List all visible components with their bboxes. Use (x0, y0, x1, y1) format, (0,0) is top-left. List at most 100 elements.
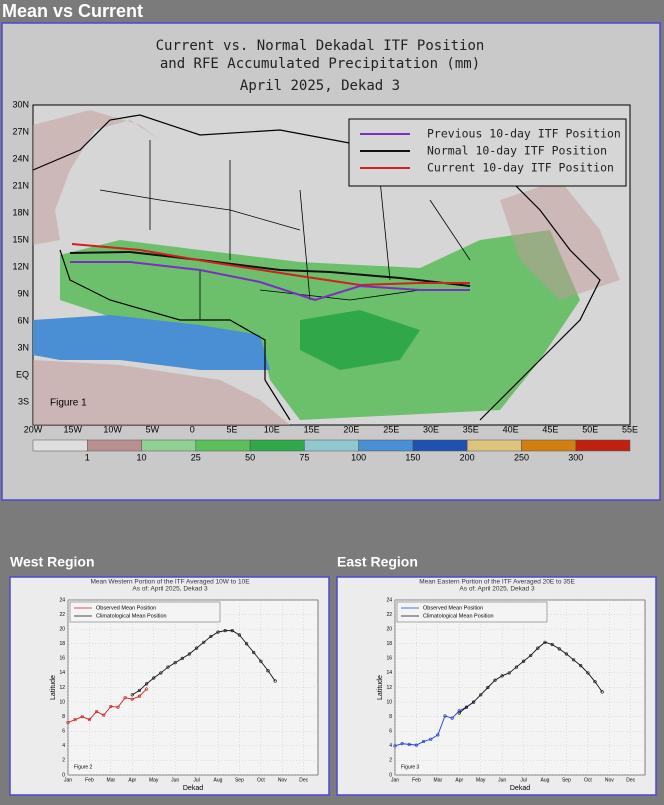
colorbar-swatch (575, 439, 631, 452)
chart-title: Mean Western Portion of the ITF Averaged… (90, 579, 250, 586)
colorbar-label: 10 (137, 452, 147, 462)
point (471, 700, 476, 704)
lat-label: EQ (16, 369, 29, 379)
y-tick-label: 18 (386, 641, 392, 647)
x-tick-label: Jan (64, 777, 72, 783)
lon-label: 25E (383, 424, 399, 434)
point (252, 650, 256, 655)
legend-label: Current 10-day ITF Position (427, 161, 614, 175)
lat-label: 27N (12, 126, 29, 136)
x-tick-label: Mar (434, 777, 443, 783)
point (543, 640, 547, 644)
region-heading: West Region (10, 554, 95, 570)
point (187, 652, 192, 656)
point (486, 685, 490, 690)
y-tick-label: 20 (59, 626, 65, 632)
point (137, 694, 142, 698)
point (429, 737, 433, 741)
x-tick-label: Oct (257, 777, 265, 783)
colorbar-swatch (32, 439, 88, 452)
point (450, 716, 454, 720)
chart-title: Mean Eastern Portion of the ITF Averaged… (419, 579, 575, 586)
colorbar-label: 200 (460, 452, 475, 462)
colorbar-swatch (521, 439, 576, 452)
point (66, 720, 70, 725)
region-heading: East Region (337, 554, 418, 570)
legend-label: Normal 10-day ITF Position (427, 144, 607, 158)
lon-label: 20W (24, 424, 43, 434)
map: Figure 1 (32, 104, 631, 426)
lon-label: 30E (423, 424, 439, 434)
y-tick-label: 8 (389, 714, 392, 720)
y-tick-label: 12 (386, 685, 392, 691)
chart-title: As of: April 2025, Dekad 3 (132, 586, 208, 593)
legend-label: Observed Mean Position (96, 605, 156, 611)
lat-label: 30N (12, 99, 29, 109)
y-tick-label: 18 (59, 641, 65, 647)
point (493, 678, 497, 682)
point (571, 658, 576, 662)
legend-label: Climatological Mean Position (423, 613, 494, 619)
point (273, 679, 277, 683)
y-tick-label: 24 (59, 597, 65, 603)
lon-label: 35E (463, 424, 479, 434)
y-tick-label: 0 (389, 772, 392, 778)
colorbar-swatch (249, 439, 305, 452)
point (514, 665, 519, 669)
x-tick-label: Apr (455, 777, 463, 783)
chart-legend (69, 601, 221, 623)
y-tick-label: 10 (59, 699, 65, 705)
point (400, 742, 404, 746)
itf-line (71, 243, 470, 287)
x-tick-label: Sep (235, 777, 244, 783)
legend-label: Climatological Mean Position (96, 613, 167, 619)
point (130, 697, 134, 701)
colorbar-swatch (141, 439, 197, 452)
lon-label: 40E (503, 424, 519, 434)
x-tick-label: Jul (193, 777, 199, 783)
point (593, 680, 597, 684)
x-tick-label: Apr (128, 777, 136, 783)
rain-area (300, 310, 420, 370)
point (80, 715, 84, 719)
y-tick-label: 16 (386, 656, 392, 662)
point (152, 676, 156, 680)
point (550, 642, 554, 647)
point (73, 717, 77, 722)
colorbar-swatch (466, 439, 522, 452)
point (223, 629, 227, 633)
y-tick-label: 6 (389, 729, 392, 735)
point (393, 744, 397, 748)
point (557, 647, 561, 651)
x-tick-label: Mar (107, 777, 116, 783)
point (436, 733, 440, 737)
point (536, 646, 540, 650)
y-tick-label: 20 (386, 626, 392, 632)
lon-label: 5E (226, 424, 237, 434)
point (144, 682, 149, 686)
point (87, 717, 92, 722)
colorbar-label: 75 (299, 452, 309, 462)
lat-label: 3S (18, 396, 29, 406)
legend-label: Previous 10-day ITF Position (427, 127, 621, 141)
x-tick-label: Aug (214, 777, 223, 783)
y-axis-label: Latitude (50, 675, 57, 700)
lon-label: 20E (343, 424, 359, 434)
plot-area (67, 599, 319, 776)
point (94, 709, 99, 714)
map-title: April 2025, Dekad 3 (240, 78, 400, 94)
map-title: Current vs. Normal Dekadal ITF Position (156, 38, 485, 54)
x-tick-label: Dec (626, 777, 635, 783)
rain-area (33, 360, 290, 425)
lat-label: 3N (17, 342, 29, 352)
colorbar-label: 100 (351, 452, 366, 462)
colorbar-swatch (358, 439, 414, 452)
x-tick-label: Dec (299, 777, 308, 783)
y-tick-label: 12 (59, 685, 65, 691)
itf-line (69, 250, 471, 287)
border (99, 140, 471, 320)
point (266, 669, 270, 673)
page-title: Mean vs Current (2, 1, 143, 21)
point (521, 659, 526, 663)
point (244, 642, 249, 646)
